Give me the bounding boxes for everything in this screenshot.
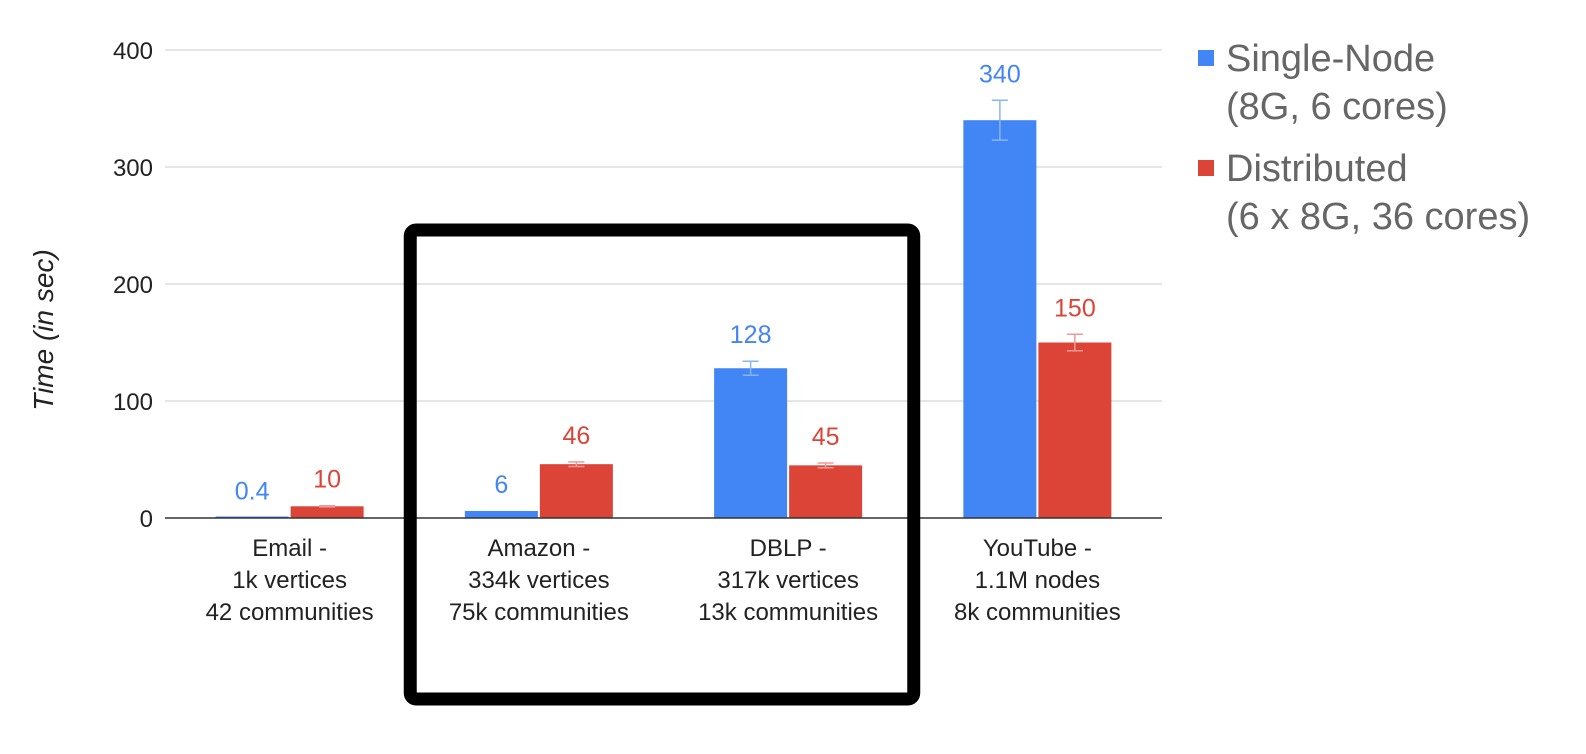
error-bars [319,99,1083,508]
y-tick-label: 100 [113,389,153,416]
bar [1038,342,1112,518]
bar [789,465,863,518]
highlight-box [403,223,921,706]
data-label: 150 [1054,294,1096,322]
category-label: 42 communities [206,599,374,626]
legend: Single-Node (8G, 6 cores) Distributed (6 x … [1198,38,1530,238]
data-labels: 0.4 10 6 46 128 45 340 150 [235,60,1096,505]
bars [215,120,1112,518]
category-label: 8k communities [954,599,1121,626]
legend-label: Distributed [1226,148,1408,190]
category-label: YouTube - [983,535,1092,562]
y-tick-label: 400 [113,38,153,65]
data-label: 6 [494,471,508,499]
y-tick-label: 300 [113,155,153,182]
bar [290,506,364,518]
category-label: 75k communities [449,599,629,626]
data-label: 340 [979,60,1021,88]
y-axis-title: Time (in sec) [28,249,59,411]
legend-label: (6 x 8G, 36 cores) [1226,196,1530,238]
category-label: DBLP - [750,535,827,562]
data-label: 10 [313,466,341,494]
category-label: Amazon - [488,535,591,562]
y-tick-label: 200 [113,272,153,299]
category-label: 13k communities [698,599,878,626]
category-label: 1.1M nodes [975,567,1100,594]
category-label: 334k vertices [468,567,609,594]
bar [714,368,788,518]
bar [464,510,538,518]
legend-label: Single-Node [1226,38,1435,80]
data-label: 0.4 [235,478,270,506]
category-label: 1k vertices [232,567,347,594]
legend-swatch [1198,50,1214,66]
legend-swatch [1198,160,1214,176]
data-label: 45 [812,423,840,451]
bar [963,120,1037,518]
category-label: Email - [252,535,327,562]
legend-label: (8G, 6 cores) [1226,86,1448,128]
y-tick-labels: 0 100 200 300 400 [113,38,153,533]
category-label: 317k vertices [717,567,858,594]
data-label: 128 [730,321,772,349]
bar [539,464,613,518]
data-label: 46 [562,422,590,450]
highlight-box-frame [403,223,921,706]
y-tick-label: 0 [140,506,153,533]
category-labels: Email - 1k vertices 42 communities Amazon -… [206,535,1121,626]
